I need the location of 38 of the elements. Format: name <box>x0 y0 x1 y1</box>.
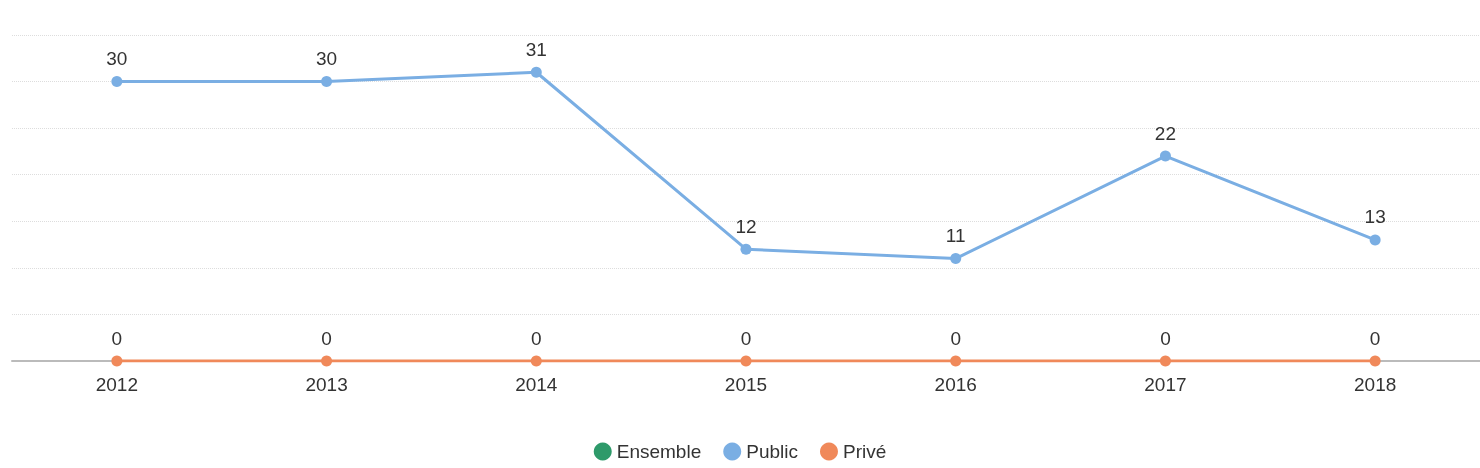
x-tick-label: 2017 <box>1144 374 1187 395</box>
point <box>530 355 542 367</box>
data-label: 11 <box>945 225 966 247</box>
legend-label: Privé <box>842 441 887 462</box>
point <box>321 355 333 367</box>
x-tick-label: 2013 <box>305 374 348 395</box>
data-label: 0 <box>321 327 332 349</box>
legend-label: Ensemble <box>616 441 702 462</box>
x-tick-label: 2015 <box>724 374 768 395</box>
point <box>740 355 752 367</box>
x-tick-label: 2012 <box>95 374 138 395</box>
x-tick-label: 2018 <box>1354 374 1397 395</box>
point <box>1159 355 1171 367</box>
point <box>950 355 962 367</box>
point <box>1159 150 1171 162</box>
data-label: 22 <box>1154 122 1176 144</box>
x-tick-label: 2014 <box>515 374 558 395</box>
point <box>1369 355 1381 367</box>
point <box>111 76 123 88</box>
data-label: 0 <box>740 327 752 349</box>
point <box>950 253 962 265</box>
point <box>1369 234 1381 246</box>
data-label: 31 <box>525 38 547 60</box>
point <box>111 355 123 367</box>
data-label: 30 <box>106 48 128 70</box>
point <box>740 243 752 255</box>
data-label: 0 <box>1369 327 1381 349</box>
data-label: 12 <box>735 215 757 237</box>
data-label: 30 <box>316 48 338 70</box>
point <box>321 76 333 88</box>
x-tick-label: 2016 <box>934 374 977 395</box>
data-label: 0 <box>1160 327 1171 349</box>
data-label: 13 <box>1364 206 1386 228</box>
data-label: 0 <box>111 327 123 349</box>
legend-label: Public <box>746 441 798 462</box>
point <box>530 66 542 78</box>
data-label: 0 <box>531 327 542 349</box>
data-label: 0 <box>950 327 961 349</box>
